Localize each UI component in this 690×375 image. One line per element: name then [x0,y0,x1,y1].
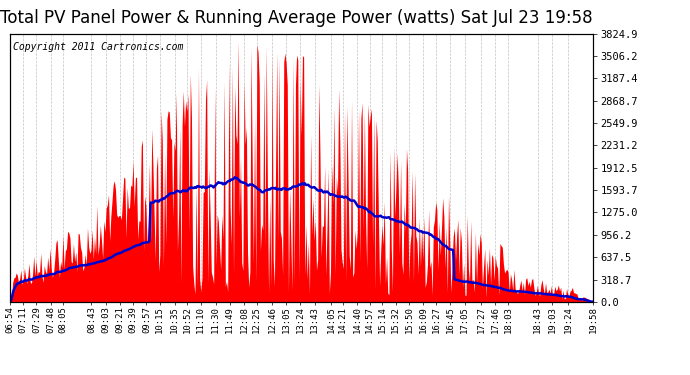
Text: Total PV Panel Power & Running Average Power (watts) Sat Jul 23 19:58: Total PV Panel Power & Running Average P… [1,9,593,27]
Text: Copyright 2011 Cartronics.com: Copyright 2011 Cartronics.com [13,42,184,52]
